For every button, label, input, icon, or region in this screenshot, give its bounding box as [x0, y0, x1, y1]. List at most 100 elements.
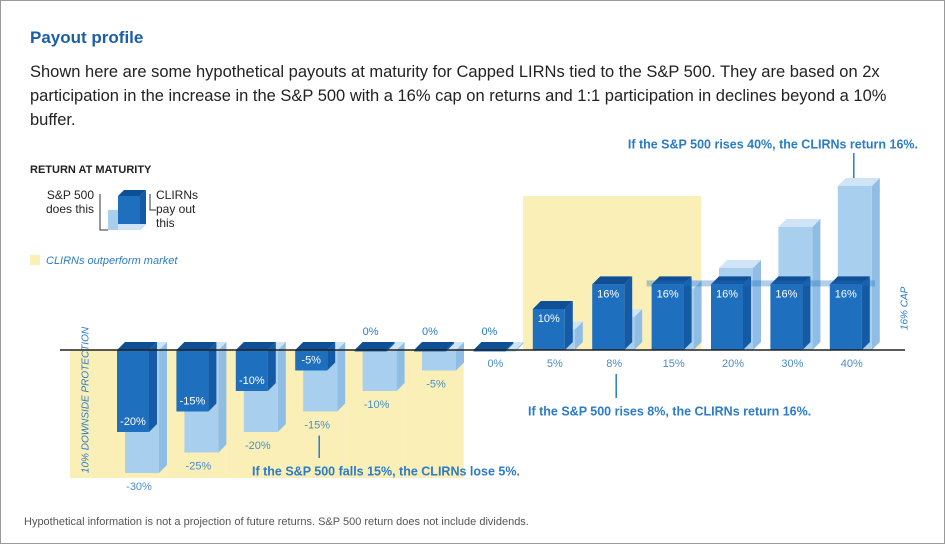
sp-label: 8%: [606, 358, 622, 370]
clirn-bar-top: [354, 342, 395, 350]
clirn-bar: [770, 284, 803, 350]
clirn-bar-side: [683, 276, 692, 350]
clirn-label: 10%: [538, 313, 560, 325]
sp-bar-side: [871, 178, 880, 350]
sp-bar: [422, 350, 456, 371]
sp-label: 30%: [781, 358, 803, 370]
sp-label: -5%: [426, 378, 446, 390]
clirn-bar-top: [117, 342, 157, 350]
clirn-bar-side: [208, 342, 217, 412]
clirn-bar-side: [624, 276, 633, 350]
sp-label: 0%: [487, 358, 503, 370]
legend-label: S&P 500 does this: [46, 188, 94, 216]
protection-label: 10% DOWNSIDE PROTECTION: [81, 326, 92, 473]
sp-label: -15%: [304, 419, 330, 431]
sp-label: -25%: [186, 460, 212, 472]
sp-label: 15%: [663, 358, 685, 370]
clirn-bar: [592, 284, 625, 350]
clirn-bar-top: [473, 342, 514, 350]
sp-bar-side: [218, 342, 227, 453]
clirn-bar-side: [149, 342, 157, 432]
legend-icon: [118, 196, 140, 230]
sp-label: -10%: [364, 399, 390, 411]
clirn-bar-side: [505, 342, 514, 352]
clirn-bar-side: [386, 342, 395, 352]
sp-bar-side: [396, 342, 405, 391]
sp-bar: [362, 350, 397, 391]
clirn-bar: [235, 350, 268, 391]
sp-label: -20%: [245, 440, 271, 452]
clirn-bar-top: [711, 276, 751, 285]
legend-swatch: [30, 255, 40, 265]
sp-bar-side: [634, 309, 643, 350]
clirn-label: 16%: [716, 288, 738, 300]
clirn-bar-side: [861, 276, 870, 350]
clirn-bar-side: [267, 342, 276, 391]
clirn-bar-top: [295, 342, 336, 350]
sp-bar-side: [159, 342, 167, 473]
legend-label: CLIRNs outperform market: [46, 255, 178, 267]
clirn-bar-top: [414, 342, 454, 350]
clirn-bar-top: [176, 342, 217, 350]
sp-label: 20%: [722, 358, 744, 370]
sp-bar-side: [515, 342, 524, 352]
clirn-label: -10%: [239, 375, 265, 387]
clirn-bar-top: [651, 276, 692, 285]
clirn-bar: [295, 350, 328, 371]
clirn-label: -15%: [180, 395, 206, 407]
clirn-bar: [651, 284, 684, 350]
legend-leader: [149, 194, 156, 211]
footnote: Hypothetical information is not a projec…: [24, 516, 529, 528]
legend-label: CLIRNs pay out this: [156, 188, 198, 230]
cap-label: 16% CAP: [900, 286, 911, 330]
clirn-label: 0%: [363, 326, 379, 338]
clirn-bar-top: [592, 276, 633, 285]
clirn-bar: [532, 309, 565, 350]
clirn-bar-top: [235, 342, 276, 350]
sp-bar-side: [812, 219, 821, 350]
clirn-bar-top: [829, 276, 870, 285]
clirn-bar-top: [532, 301, 573, 309]
title: Payout profile: [30, 28, 144, 47]
sp-bar-top: [719, 260, 761, 268]
clirn-bar: [117, 350, 149, 432]
legend-icon: [140, 190, 146, 230]
sp-bar-side: [753, 260, 761, 350]
cap-line: [646, 280, 875, 287]
clirn-label: 16%: [835, 288, 857, 300]
clirn-bar: [829, 284, 862, 350]
clirn-bar-side: [327, 342, 336, 371]
clirn-label: 0%: [422, 326, 438, 338]
annotation: If the S&P 500 falls 15%, the CLIRNs los…: [252, 464, 520, 478]
sp-bar-side: [337, 342, 346, 412]
clirn-label: 16%: [657, 288, 679, 300]
subtitle: Shown here are some hypothetical payouts…: [30, 63, 887, 129]
clirn-label: 16%: [775, 288, 797, 300]
sp-bar-side: [574, 321, 583, 350]
clirn-bar-side: [802, 276, 811, 350]
highlight: [404, 350, 464, 478]
clirn-label: 0%: [481, 326, 497, 338]
sp-label: 40%: [841, 358, 863, 370]
annotation: If the S&P 500 rises 8%, the CLIRNs retu…: [528, 404, 811, 418]
clirn-bar: [711, 284, 743, 350]
clirn-bar-side: [743, 276, 751, 350]
sp-bar-side: [456, 342, 464, 371]
sp-bar-top: [837, 178, 880, 186]
legend-icon: [118, 190, 146, 196]
clirn-bar: [176, 350, 209, 412]
clirn-label: -20%: [120, 416, 146, 428]
annotation: If the S&P 500 rises 40%, the CLIRNs ret…: [628, 137, 918, 151]
clirn-bar-top: [770, 276, 811, 285]
legend-icon: [108, 210, 118, 230]
clirn-label: -5%: [301, 354, 321, 366]
clirn-bar-side: [564, 301, 573, 350]
clirn-bar-side: [446, 342, 454, 352]
sp-bar-side: [277, 342, 286, 432]
sp-bar-side: [693, 280, 702, 350]
sp-bar-top: [778, 219, 821, 227]
sp-label: -30%: [126, 481, 152, 493]
legend-title: RETURN AT MATURITY: [30, 164, 152, 176]
